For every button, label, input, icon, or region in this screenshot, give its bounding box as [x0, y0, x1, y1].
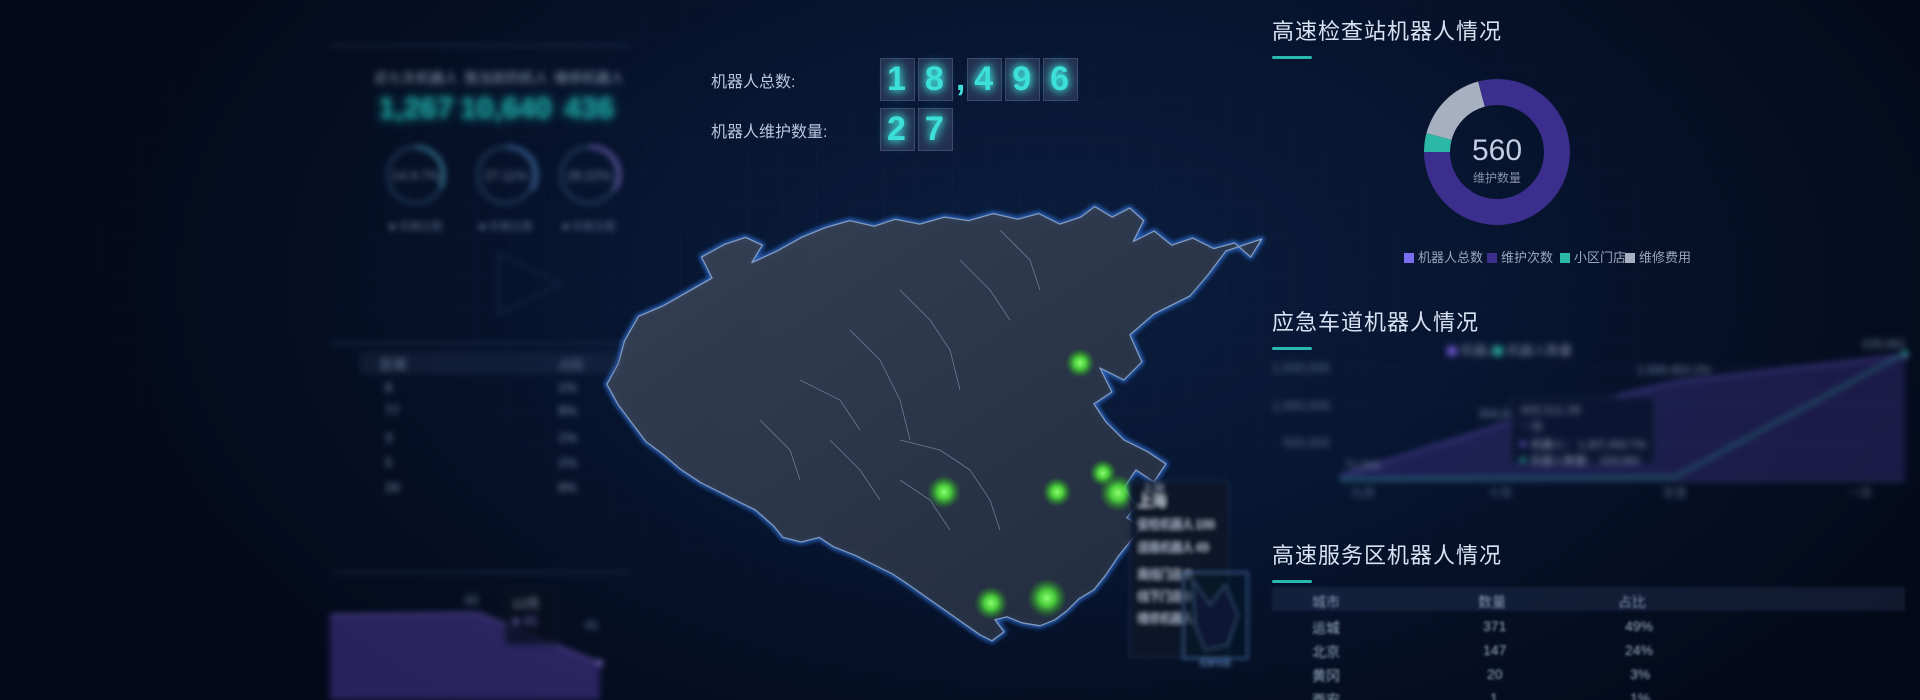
- svg-text:维护数量: 维护数量: [1473, 170, 1521, 185]
- svg-text:维护次数: 维护次数: [1501, 250, 1553, 265]
- svg-text:机器人总数: 机器人总数: [1418, 250, 1483, 265]
- svg-text:小区门店: 小区门店: [1574, 250, 1626, 265]
- svg-text:维修费用: 维修费用: [1639, 250, 1691, 265]
- svg-text:560: 560: [1472, 134, 1522, 167]
